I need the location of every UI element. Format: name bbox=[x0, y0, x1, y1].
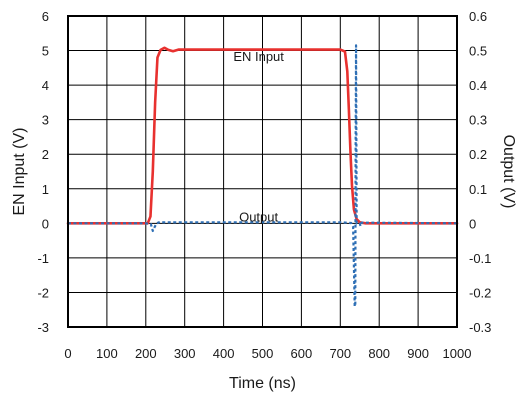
annotation-label: Output bbox=[239, 209, 278, 224]
x-tick-label: 900 bbox=[407, 346, 429, 361]
y2-tick-label: -0.1 bbox=[469, 251, 491, 266]
x-axis-title: Time (ns) bbox=[229, 375, 296, 392]
y-tick-label: -1 bbox=[37, 251, 49, 266]
y-tick-label: -3 bbox=[37, 320, 49, 335]
y2-tick-label: 0.5 bbox=[469, 44, 487, 59]
x-tick-label: 100 bbox=[96, 346, 118, 361]
y2-tick-labels: 0.6 0.5 0.4 0.3 0.2 0.1 0 -0.1 -0.2 -0.3 bbox=[469, 9, 491, 335]
series-line-output bbox=[68, 44, 458, 308]
annotations: EN Input Output bbox=[233, 49, 284, 224]
x-tick-label: 1000 bbox=[443, 346, 472, 361]
y2-tick-label: 0.3 bbox=[469, 113, 487, 128]
y-tick-label: 4 bbox=[42, 78, 49, 93]
x-tick-label: 600 bbox=[291, 346, 313, 361]
x-tick-label: 300 bbox=[174, 346, 196, 361]
y2-tick-label: -0.3 bbox=[469, 320, 491, 335]
y-tick-labels: 6 5 4 3 2 1 0 -1 -2 -3 bbox=[37, 9, 49, 335]
y-tick-label: 3 bbox=[42, 113, 49, 128]
y2-axis-title: Output (V) bbox=[500, 135, 517, 209]
y-tick-label: 6 bbox=[42, 9, 49, 24]
y2-tick-label: 0.4 bbox=[469, 78, 487, 93]
y2-tick-label: 0.1 bbox=[469, 182, 487, 197]
y-tick-label: 2 bbox=[42, 147, 49, 162]
y2-tick-label: -0.2 bbox=[469, 285, 491, 300]
y-tick-label: 0 bbox=[42, 216, 49, 231]
x-tick-label: 700 bbox=[329, 346, 351, 361]
y-axis-title: EN Input (V) bbox=[11, 127, 28, 215]
x-tick-label: 800 bbox=[368, 346, 390, 361]
y2-tick-label: 0 bbox=[469, 216, 476, 231]
x-tick-label: 0 bbox=[64, 346, 71, 361]
series-layer bbox=[66, 44, 459, 308]
series-line-en-input bbox=[66, 46, 459, 225]
y2-tick-label: 0.2 bbox=[469, 147, 487, 162]
x-tick-label: 500 bbox=[252, 346, 274, 361]
annotation-label: EN Input bbox=[233, 49, 284, 64]
x-tick-label: 400 bbox=[213, 346, 235, 361]
plot-frame bbox=[67, 15, 458, 328]
x-tick-labels: 0 100 200 300 400 500 600 700 800 900 1000 bbox=[64, 346, 471, 361]
y-tick-label: 5 bbox=[42, 44, 49, 59]
y-tick-label: -2 bbox=[37, 285, 49, 300]
y2-tick-label: 0.6 bbox=[469, 9, 487, 24]
y-tick-label: 1 bbox=[42, 182, 49, 197]
x-tick-label: 200 bbox=[135, 346, 157, 361]
